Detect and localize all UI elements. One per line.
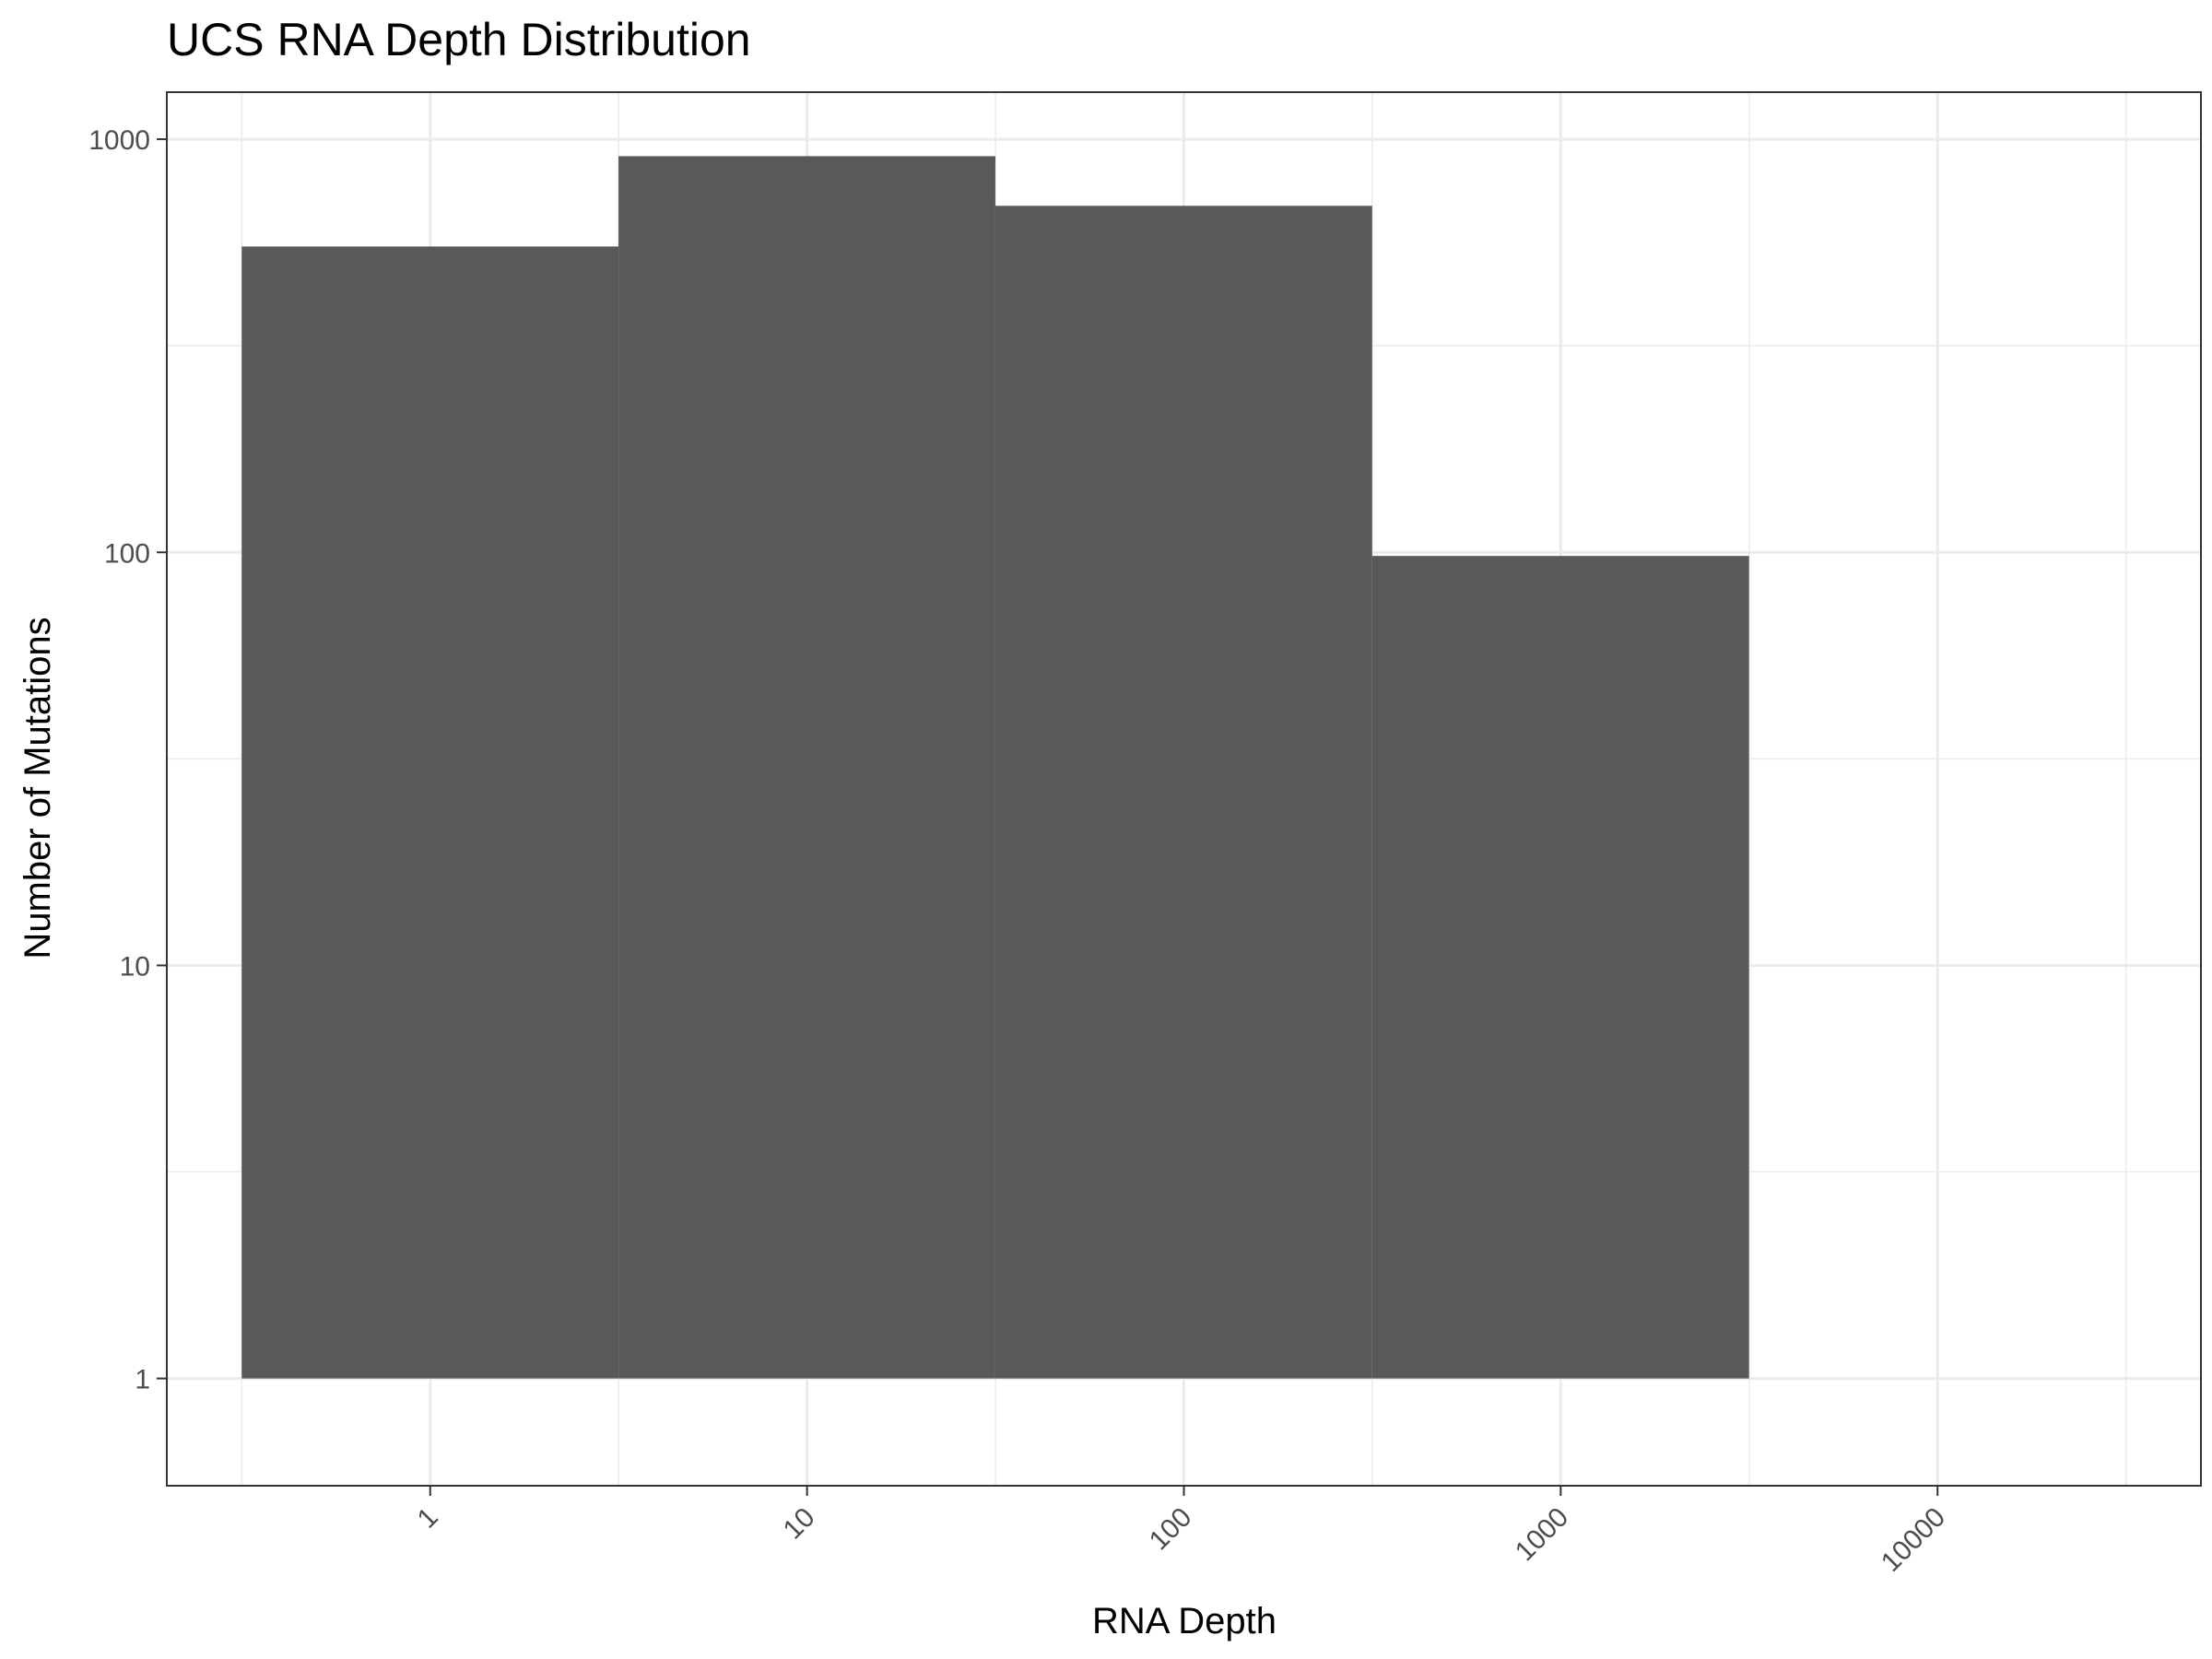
histogram-bars	[241, 156, 1749, 1379]
y-tick-label: 1000	[88, 125, 150, 156]
histogram-bar	[241, 246, 619, 1379]
x-axis-title: RNA Depth	[1092, 1601, 1277, 1641]
histogram-bar	[994, 206, 1372, 1379]
x-tick-label: 10	[778, 1502, 821, 1546]
x-tick-label: 1	[412, 1502, 444, 1535]
x-axis-ticks: 1 10 100 1000 10000	[412, 1486, 1951, 1578]
y-tick-label: 100	[104, 538, 150, 569]
histogram-bar	[1371, 556, 1749, 1379]
chart-title: UCS RNA Depth Distribution	[167, 14, 751, 65]
y-tick-label: 10	[120, 951, 150, 982]
x-tick-label: 1000	[1510, 1502, 1575, 1568]
x-tick-label: 100	[1144, 1502, 1198, 1557]
histogram-bar	[618, 156, 995, 1379]
x-tick-label: 10000	[1876, 1502, 1951, 1578]
y-axis-title: Number of Mutations	[18, 617, 58, 959]
y-tick-label: 1	[135, 1365, 150, 1395]
y-axis-ticks: 1 10 100 1000	[88, 125, 167, 1395]
